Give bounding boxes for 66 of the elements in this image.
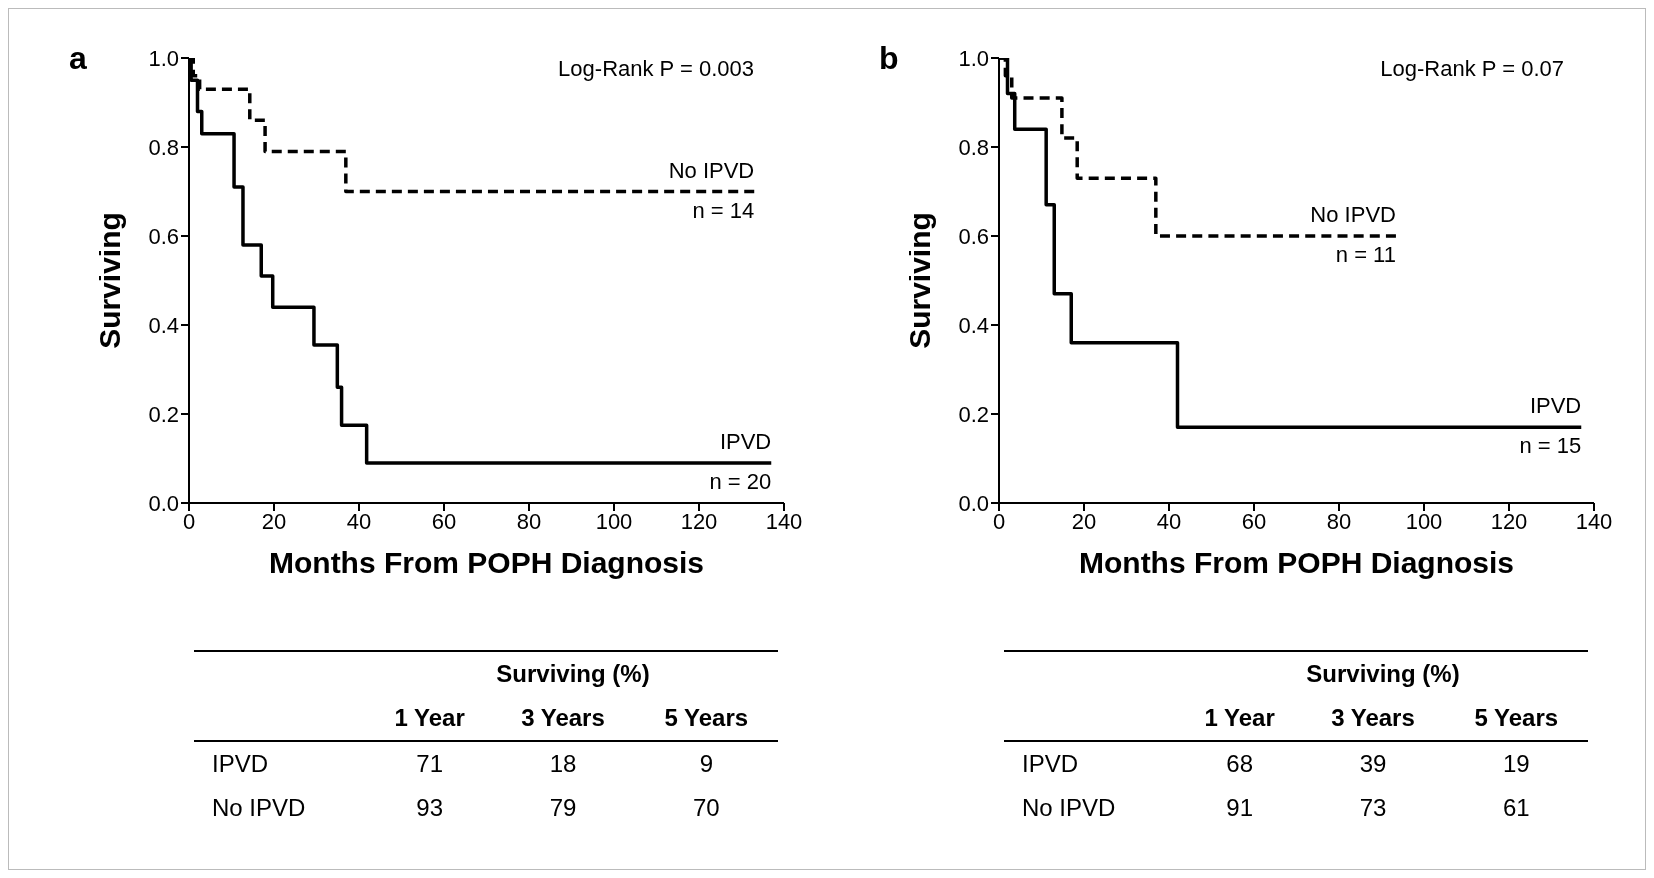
data-label: 70 [691, 793, 721, 823]
y-tick-label: 0.6 [958, 223, 989, 249]
x-tick-label: 100 [595, 508, 633, 534]
series-label: No IPVD [668, 157, 755, 184]
y-tick-label: 0.4 [148, 312, 179, 338]
data-label: 73 [1358, 793, 1388, 823]
text: No IPVD [1021, 793, 1117, 823]
category-label: 3 Years [1330, 703, 1416, 733]
data-label: 79 [548, 793, 578, 823]
x-axis-title: Months From POPH Diagnosis [268, 546, 705, 579]
y-tick-label: 0.4 [958, 312, 989, 338]
y-tick-label: 0.6 [148, 223, 179, 249]
x-tick-label: 120 [680, 508, 718, 534]
annotation: Log-Rank P = 0.003 [558, 56, 754, 82]
category-label: 1 Year [1203, 703, 1276, 733]
annotation: n = 11 [1335, 242, 1396, 268]
y-tick-label: 0.0 [148, 490, 179, 516]
data-label: 9 [698, 749, 714, 779]
text: Surviving (%) [1305, 659, 1461, 689]
category-label: 5 Years [1473, 703, 1560, 733]
category-label: 3 Years [520, 703, 606, 733]
series-label: IPVD [1529, 393, 1582, 420]
text: IPVD [211, 749, 269, 779]
x-tick-label: 60 [1241, 508, 1267, 534]
data-label: 71 [415, 749, 444, 779]
x-tick-label: 100 [1405, 508, 1443, 534]
x-axis-title: Months From POPH Diagnosis [1078, 546, 1515, 579]
data-label: 68 [1225, 749, 1254, 779]
text: Surviving (%) [495, 659, 651, 689]
y-tick-label: 0.2 [958, 401, 989, 427]
x-tick-label: 0 [182, 508, 196, 534]
x-tick-label: 40 [1156, 508, 1182, 534]
y-tick-label: 0.0 [958, 490, 989, 516]
series-label: IPVD [719, 428, 772, 455]
annotation: n = 14 [692, 197, 755, 224]
x-tick-label: 140 [765, 508, 803, 534]
text: No IPVD [211, 793, 307, 823]
data-label: 61 [1501, 793, 1531, 823]
x-tick-label: 140 [1575, 508, 1613, 534]
x-tick-label: 20 [1071, 508, 1097, 534]
y-tick-label: 1.0 [958, 45, 989, 71]
chart-title: a [69, 40, 87, 77]
x-tick-label: 60 [431, 508, 457, 534]
y-tick-label: 1.0 [148, 45, 179, 71]
x-tick-label: 120 [1490, 508, 1528, 534]
x-tick-label: 40 [346, 508, 372, 534]
annotation: n = 20 [709, 468, 772, 495]
x-tick-label: 20 [261, 508, 287, 534]
category-label: 5 Years [663, 703, 750, 733]
data-label: 93 [415, 793, 444, 823]
annotation: n = 15 [1519, 433, 1582, 460]
data-label: 39 [1358, 749, 1388, 779]
x-tick-label: 0 [992, 508, 1006, 534]
chart-title: b [879, 40, 899, 77]
series-label: No IPVD [1310, 202, 1396, 228]
x-tick-label: 80 [516, 508, 542, 534]
text: IPVD [1021, 749, 1079, 779]
y-tick-label: 0.2 [148, 401, 179, 427]
x-tick-label: 80 [1326, 508, 1352, 534]
annotation: Log-Rank P = 0.07 [1380, 56, 1564, 82]
data-label: 19 [1501, 749, 1531, 779]
category-label: 1 Year [393, 703, 466, 733]
data-label: 18 [548, 749, 578, 779]
y-tick-label: 0.8 [148, 134, 179, 160]
data-label: 91 [1225, 793, 1254, 823]
y-tick-label: 0.8 [958, 134, 989, 160]
